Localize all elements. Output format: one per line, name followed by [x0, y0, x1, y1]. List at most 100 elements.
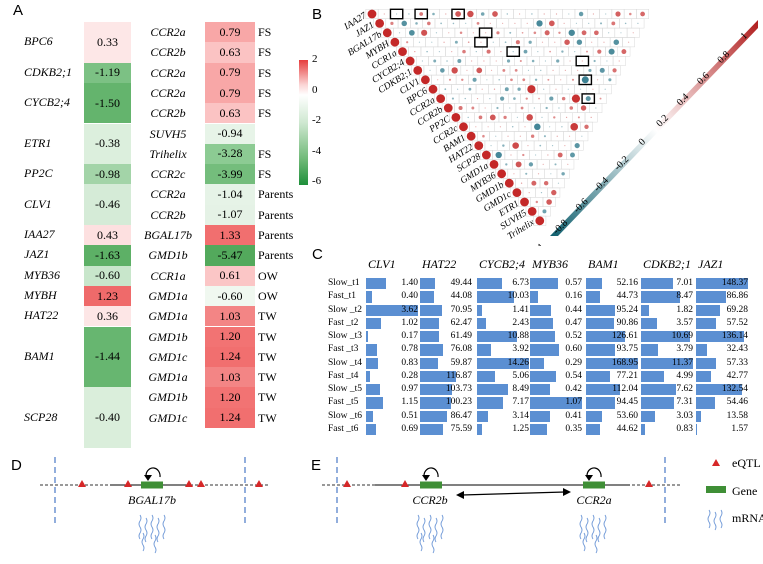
panel-b-corr-dot: [554, 163, 557, 166]
panel-b-corr-dot: [538, 97, 540, 100]
panel-b-corr-dot: [502, 68, 506, 72]
legend-gene-label: Gene: [732, 484, 757, 498]
panel-b-corr-dot: [472, 77, 477, 82]
panel-c-value: 3.92: [512, 344, 529, 355]
panel-b-corr-dot: [570, 122, 579, 131]
panel-b-corr-dot: [563, 22, 565, 24]
panel-c-value: 10.69: [671, 331, 693, 341]
panel-c-bar: [420, 317, 440, 329]
panel-b-corr-dot: [550, 173, 552, 175]
panel-c-bar: [586, 357, 638, 369]
panel-c-bar: [641, 331, 690, 343]
panel-b-corr-dot: [427, 21, 431, 26]
panel-b-corr-dot: [512, 188, 522, 198]
panel-b-corr-dot: [546, 199, 552, 205]
panel-c-column-header: BAM1: [588, 257, 619, 271]
panel-b-highlight-box: [506, 46, 521, 58]
panel-b-corr-dot: [568, 29, 575, 36]
panel-b-corr-dot: [451, 67, 458, 74]
panel-b-corr-dot: [409, 29, 415, 36]
panel-c-bar: [586, 410, 603, 422]
panel-b-corr-dot: [599, 97, 602, 100]
panel-b-corr-dot: [547, 78, 550, 81]
panel-b-corr-dot: [457, 88, 459, 90]
panel-c-bar: [586, 278, 603, 290]
panel-b-corr-dot: [570, 152, 575, 158]
panel-b-corr-dot: [567, 163, 569, 165]
panel-b-corr-dot: [549, 126, 551, 128]
panel-b-corr-dot: [383, 13, 385, 15]
panel-b-corr-dot: [569, 60, 571, 62]
panel-b-corr-dot: [489, 22, 491, 24]
panel-b-corr-dot: [525, 97, 528, 100]
panel-a-label: A: [13, 2, 24, 19]
panel-b-correlation-matrix: IAA27JAZ1BGAL17bMYBHCCR1aCYCB2;4CDKB2;1C…: [342, 8, 758, 246]
panel-c-value: 0.40: [401, 291, 418, 302]
panel-b-corr-dot: [612, 68, 617, 73]
panel-b-colorbar-tick: 1: [739, 31, 750, 42]
panel-b-corr-dot: [485, 32, 487, 34]
panel-c-value: 0.83: [401, 357, 418, 368]
panel-a-colorbar-tick: 2: [312, 53, 318, 65]
panel-c-value: 76.08: [450, 344, 472, 355]
panel-c-bar: [586, 291, 600, 303]
panel-c-value: 0.51: [401, 410, 418, 421]
panel-c-value: 3.57: [676, 317, 693, 328]
panel-b-corr-dot: [534, 154, 537, 156]
panel-a-type: FS: [258, 65, 272, 80]
panel-c-value: 69.28: [726, 304, 748, 315]
panel-b-corr-dot: [545, 106, 548, 110]
panel-c-bar: [641, 357, 693, 369]
panel-b-corr-dot: [493, 88, 496, 90]
panel-b-corr-dot: [520, 182, 523, 184]
panel-c-value: 93.75: [616, 344, 638, 355]
panel-b-corr-dot: [382, 28, 392, 38]
panel-b-corr-dot: [534, 123, 541, 131]
legend-mrna-icon: [707, 509, 723, 531]
panel-c-value: 94.45: [616, 397, 638, 408]
panel-a-left-cell: 0.33: [84, 22, 131, 63]
panel-a-type: TW: [258, 309, 277, 324]
panel-a-left-cell: -1.44: [84, 326, 131, 388]
panel-b-corr-dot: [534, 78, 538, 81]
panel-a-left-gene: BAM1: [24, 348, 55, 363]
panel-b-corr-dot: [419, 12, 424, 16]
panel-b-corr-dot: [557, 182, 560, 184]
panel-b-corr-dot: [564, 145, 566, 147]
panel-b-corr-dot: [528, 40, 532, 44]
panel-c-value: 4.99: [676, 370, 693, 381]
panel-c-bar: [586, 370, 610, 382]
panel-b-corr-dot: [440, 22, 442, 25]
panel-b-corr-dot: [537, 173, 540, 175]
panel-a-left-cell: -0.40: [84, 387, 131, 449]
panel-b-corr-dot: [527, 207, 537, 216]
panel-b-corr-dot: [510, 78, 513, 82]
panel-a-left-gene: BPC6: [24, 34, 53, 49]
panel-c-bar: [420, 384, 452, 396]
panel-b-corr-dot: [520, 106, 524, 110]
panel-b-corr-dot: [543, 180, 549, 186]
panel-a-right-gene: BGAL17b: [144, 228, 192, 242]
panel-c-value: 49.44: [450, 278, 472, 288]
panel-b-corr-dot: [603, 41, 605, 43]
panel-b-corr-dot: [420, 75, 430, 85]
panel-a-right-cell: -3.99: [205, 164, 255, 185]
panel-c-value: 116.87: [446, 370, 472, 381]
panel-c-bar: [696, 278, 748, 290]
panel-c-value: 53.60: [616, 410, 638, 421]
panel-c-bar: [696, 331, 744, 343]
panel-c-bar: [477, 317, 486, 329]
panel-c-bar: [420, 370, 456, 382]
panel-c-value: 0.54: [565, 370, 582, 381]
eqtl-marker: [124, 480, 132, 487]
panel-c-bar: [530, 317, 553, 329]
panel-b-corr-dot: [421, 29, 428, 36]
panel-b-corr-dot: [637, 22, 639, 25]
panel-b-corr-dot: [575, 22, 578, 24]
panel-b-corr-dot: [481, 150, 491, 160]
panel-b-corr-dot: [555, 13, 558, 15]
panel-a-left-gene: MYB36: [24, 267, 60, 282]
panel-b-corr-dot: [551, 189, 557, 196]
panel-b-corr-dot: [605, 13, 607, 15]
panel-a-left-gene: CLV1: [24, 196, 52, 211]
